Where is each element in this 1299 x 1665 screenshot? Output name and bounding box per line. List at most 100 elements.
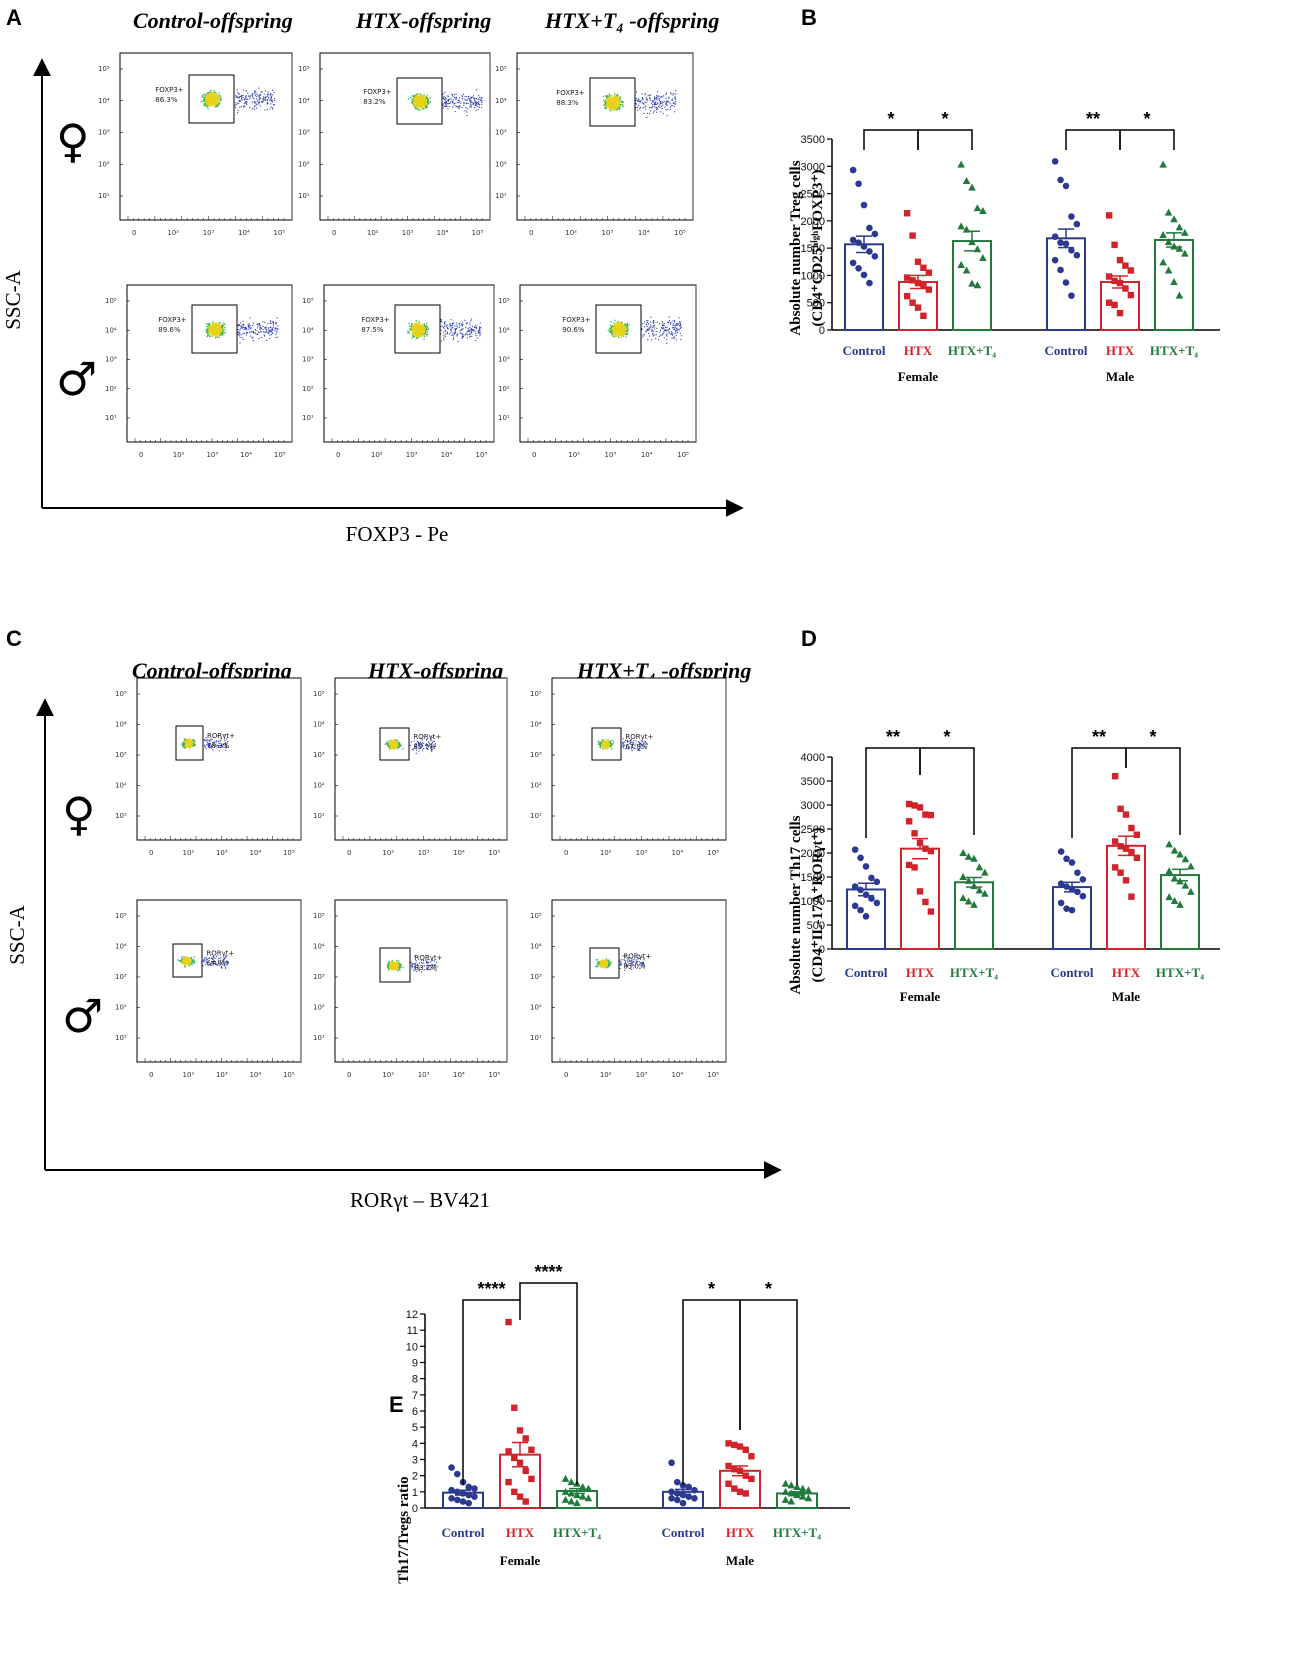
flow-event-dot bbox=[653, 104, 655, 106]
flow-event-dot bbox=[255, 91, 257, 93]
flow-event-dot bbox=[626, 327, 629, 330]
flow-event-dot bbox=[426, 97, 428, 99]
flow-event-dot bbox=[259, 105, 261, 107]
flow-event-dot bbox=[235, 102, 237, 104]
flow-event-dot bbox=[213, 331, 215, 333]
flow-x-tick: 10⁵ bbox=[476, 451, 488, 459]
flow-event-dot bbox=[671, 99, 673, 101]
flow-event-dot bbox=[417, 101, 420, 103]
flow-event-dot bbox=[207, 101, 209, 103]
flow-event-dot bbox=[662, 101, 664, 103]
flow-event-dot bbox=[248, 323, 250, 325]
flow-event-dot bbox=[638, 100, 640, 102]
flow-event-dot bbox=[617, 334, 619, 336]
flow-event-dot bbox=[416, 104, 419, 106]
flow-event-dot bbox=[612, 328, 614, 330]
flow-event-dot bbox=[214, 98, 216, 100]
flow-plot-frame bbox=[126, 284, 293, 443]
flow-event-dot bbox=[613, 107, 615, 109]
flow-event-dot bbox=[622, 324, 624, 326]
flow-event-dot bbox=[237, 110, 239, 112]
flow-event-dot bbox=[666, 115, 668, 117]
flow-event-dot bbox=[615, 326, 617, 328]
flow-event-dot bbox=[422, 96, 425, 98]
flow-event-dot bbox=[418, 334, 421, 337]
flow-event-dot bbox=[417, 107, 419, 109]
flow-event-dot bbox=[462, 93, 464, 95]
flow-event-dot bbox=[475, 98, 477, 100]
flow-event-dot bbox=[209, 332, 211, 335]
flow-event-dot bbox=[258, 87, 260, 89]
flow-event-dot bbox=[642, 103, 644, 105]
flow-event-dot bbox=[216, 103, 218, 105]
flow-event-dot bbox=[243, 327, 245, 329]
flow-event-dot bbox=[479, 335, 481, 337]
flow-event-dot bbox=[611, 102, 614, 105]
flow-event-dot bbox=[423, 94, 425, 96]
flow-event-dot bbox=[270, 329, 272, 331]
flow-event-dot bbox=[468, 95, 470, 97]
flow-event-dot bbox=[608, 107, 610, 109]
flow-event-dot bbox=[419, 335, 421, 338]
flow-event-dot bbox=[420, 325, 423, 327]
flow-event-dot bbox=[612, 327, 614, 329]
flow-event-dot bbox=[240, 100, 242, 102]
flow-event-dot bbox=[652, 105, 654, 107]
flow-event-dot bbox=[422, 332, 424, 334]
flow-event-dot bbox=[247, 92, 249, 94]
flow-event-dot bbox=[209, 322, 211, 325]
flow-x-tick: 10² bbox=[167, 229, 179, 237]
flow-event-dot bbox=[216, 98, 219, 101]
flow-event-dot bbox=[618, 101, 620, 103]
flow-event-dot bbox=[418, 102, 421, 105]
flow-event-dot bbox=[626, 326, 628, 328]
flow-event-dot bbox=[615, 97, 617, 99]
flow-event-dot bbox=[450, 324, 452, 326]
flow-event-dot bbox=[615, 109, 617, 111]
flow-event-dot bbox=[470, 320, 472, 322]
flow-event-dot bbox=[272, 321, 274, 323]
flow-event-dot bbox=[211, 103, 213, 106]
flow-event-dot bbox=[415, 327, 417, 329]
flow-event-dot bbox=[419, 330, 421, 332]
flow-event-dot bbox=[464, 110, 466, 112]
flow-event-dot bbox=[657, 102, 659, 104]
flow-event-dot bbox=[611, 105, 613, 107]
flow-event-dot bbox=[610, 330, 613, 332]
flow-event-dot bbox=[470, 328, 472, 330]
flow-event-dot bbox=[242, 320, 244, 322]
flow-event-dot bbox=[659, 96, 661, 98]
flow-event-dot bbox=[209, 91, 211, 93]
flow-event-dot bbox=[209, 98, 212, 101]
flow-event-dot bbox=[261, 100, 263, 102]
flow-event-dot bbox=[478, 332, 480, 334]
flow-event-dot bbox=[609, 105, 611, 107]
flow-event-dot bbox=[255, 95, 257, 97]
flow-event-dot bbox=[254, 332, 256, 334]
flow-x-tick: 0 bbox=[532, 451, 536, 459]
flow-x-tick: 10⁴ bbox=[441, 451, 453, 459]
flow-event-dot bbox=[221, 328, 223, 330]
flow-event-dot bbox=[675, 98, 677, 100]
flow-event-dot bbox=[209, 99, 212, 102]
flow-event-dot bbox=[423, 104, 425, 106]
flow-event-dot bbox=[624, 326, 627, 329]
flow-event-dot bbox=[463, 98, 465, 100]
flow-event-dot bbox=[266, 331, 268, 333]
flow-event-dot bbox=[414, 331, 416, 333]
flow-event-dot bbox=[620, 324, 622, 326]
flow-event-dot bbox=[610, 104, 612, 106]
flow-event-dot bbox=[208, 328, 210, 330]
flow-event-dot bbox=[672, 94, 674, 96]
flow-event-dot bbox=[448, 95, 450, 97]
flow-event-dot bbox=[213, 325, 215, 328]
flow-event-dot bbox=[417, 100, 419, 102]
flow-event-dot bbox=[419, 97, 422, 99]
flow-event-dot bbox=[637, 104, 639, 106]
flow-event-dot bbox=[476, 89, 478, 91]
flow-event-dot bbox=[651, 107, 653, 109]
flow-event-dot bbox=[216, 335, 218, 337]
flow-event-dot bbox=[420, 334, 423, 336]
flow-event-dot bbox=[644, 93, 646, 95]
flow-event-dot bbox=[635, 99, 637, 101]
